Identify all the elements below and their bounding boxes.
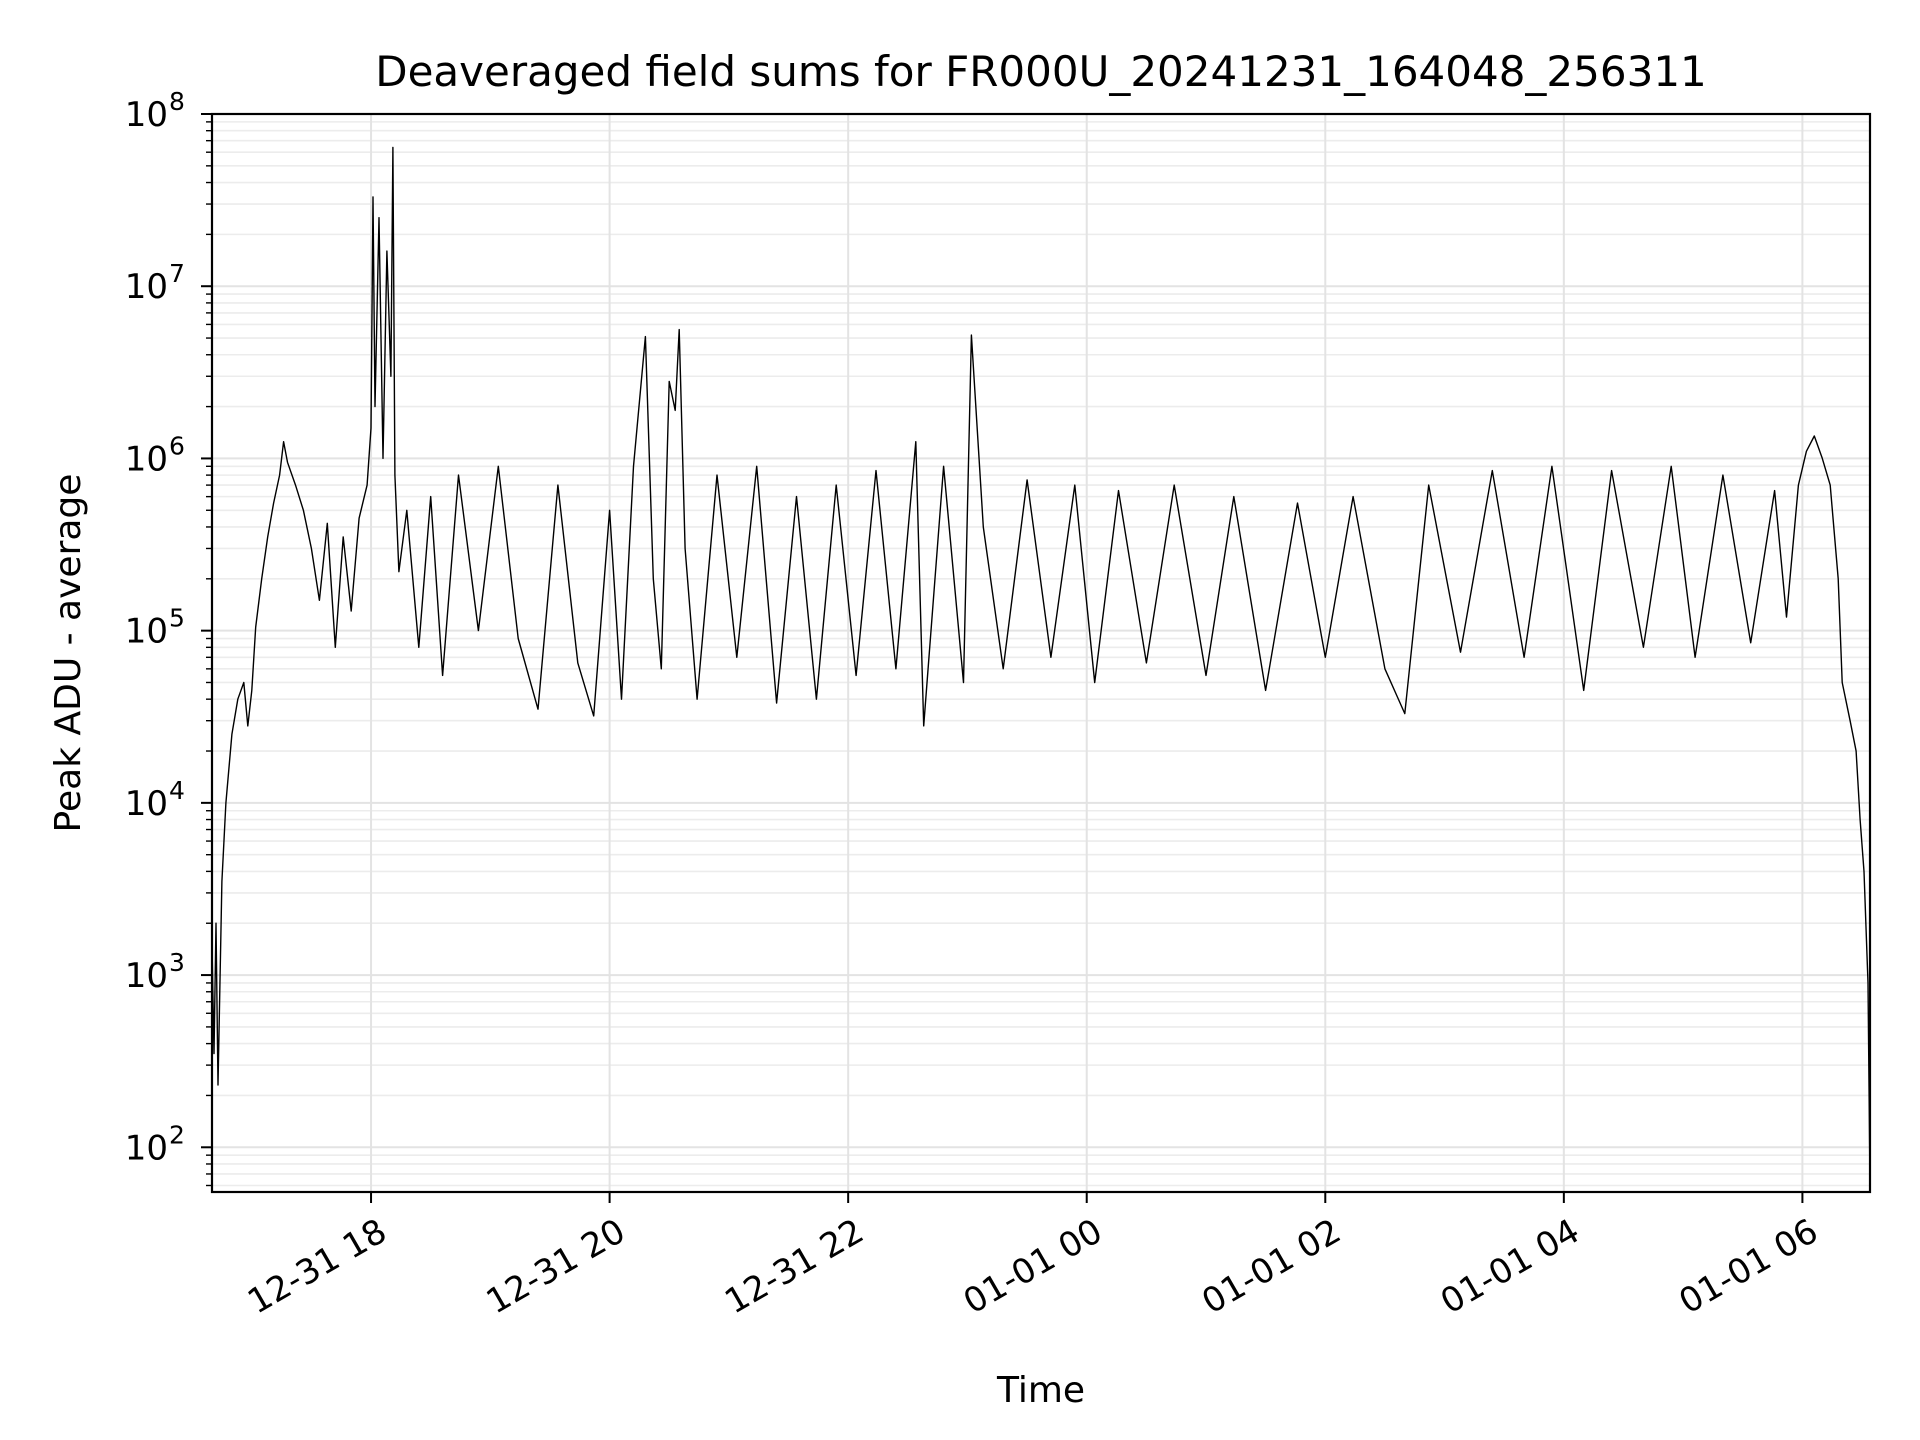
y-tick-exponent: 7 bbox=[169, 259, 185, 288]
x-tick-label: 01-01 02 bbox=[1195, 1211, 1347, 1322]
x-tick-label: 01-01 00 bbox=[957, 1211, 1109, 1322]
y-tick-label: 10 bbox=[125, 784, 168, 824]
x-tick-label: 01-01 04 bbox=[1434, 1211, 1586, 1322]
y-tick-label: 10 bbox=[125, 95, 168, 135]
x-tick-label: 12-31 18 bbox=[241, 1211, 393, 1322]
series-line bbox=[211, 146, 1871, 1186]
y-tick-exponent: 5 bbox=[169, 604, 185, 633]
x-axis-label: Time bbox=[996, 1370, 1085, 1411]
y-axis-label: Peak ADU - average bbox=[48, 474, 89, 833]
y-tick-label: 10 bbox=[125, 1128, 168, 1168]
y-tick-exponent: 8 bbox=[169, 87, 185, 116]
plot-frame bbox=[210, 112, 1872, 1194]
y-tick-label: 10 bbox=[125, 267, 168, 307]
x-tick-label: 12-31 20 bbox=[480, 1211, 632, 1322]
series-layer bbox=[211, 146, 1871, 1186]
y-tick-label: 10 bbox=[125, 956, 168, 996]
y-tick-label: 10 bbox=[125, 612, 168, 652]
tick-marks bbox=[201, 113, 1804, 1203]
y-tick-label: 10 bbox=[125, 439, 168, 479]
grid bbox=[212, 113, 1870, 1192]
chart-title: Deaveraged field sums for FR000U_2024123… bbox=[375, 47, 1707, 96]
y-tick-exponent: 6 bbox=[169, 431, 185, 460]
y-tick-exponent: 3 bbox=[169, 948, 185, 977]
y-tick-exponent: 2 bbox=[169, 1120, 185, 1149]
x-tick-label: 12-31 22 bbox=[718, 1211, 870, 1322]
x-tick-label: 01-01 06 bbox=[1673, 1211, 1825, 1322]
x-tick-labels: 12-31 18 12-31 20 12-31 22 01-01 00 01-01 02… bbox=[241, 1211, 1825, 1322]
y-tick-exponent: 4 bbox=[169, 776, 185, 805]
